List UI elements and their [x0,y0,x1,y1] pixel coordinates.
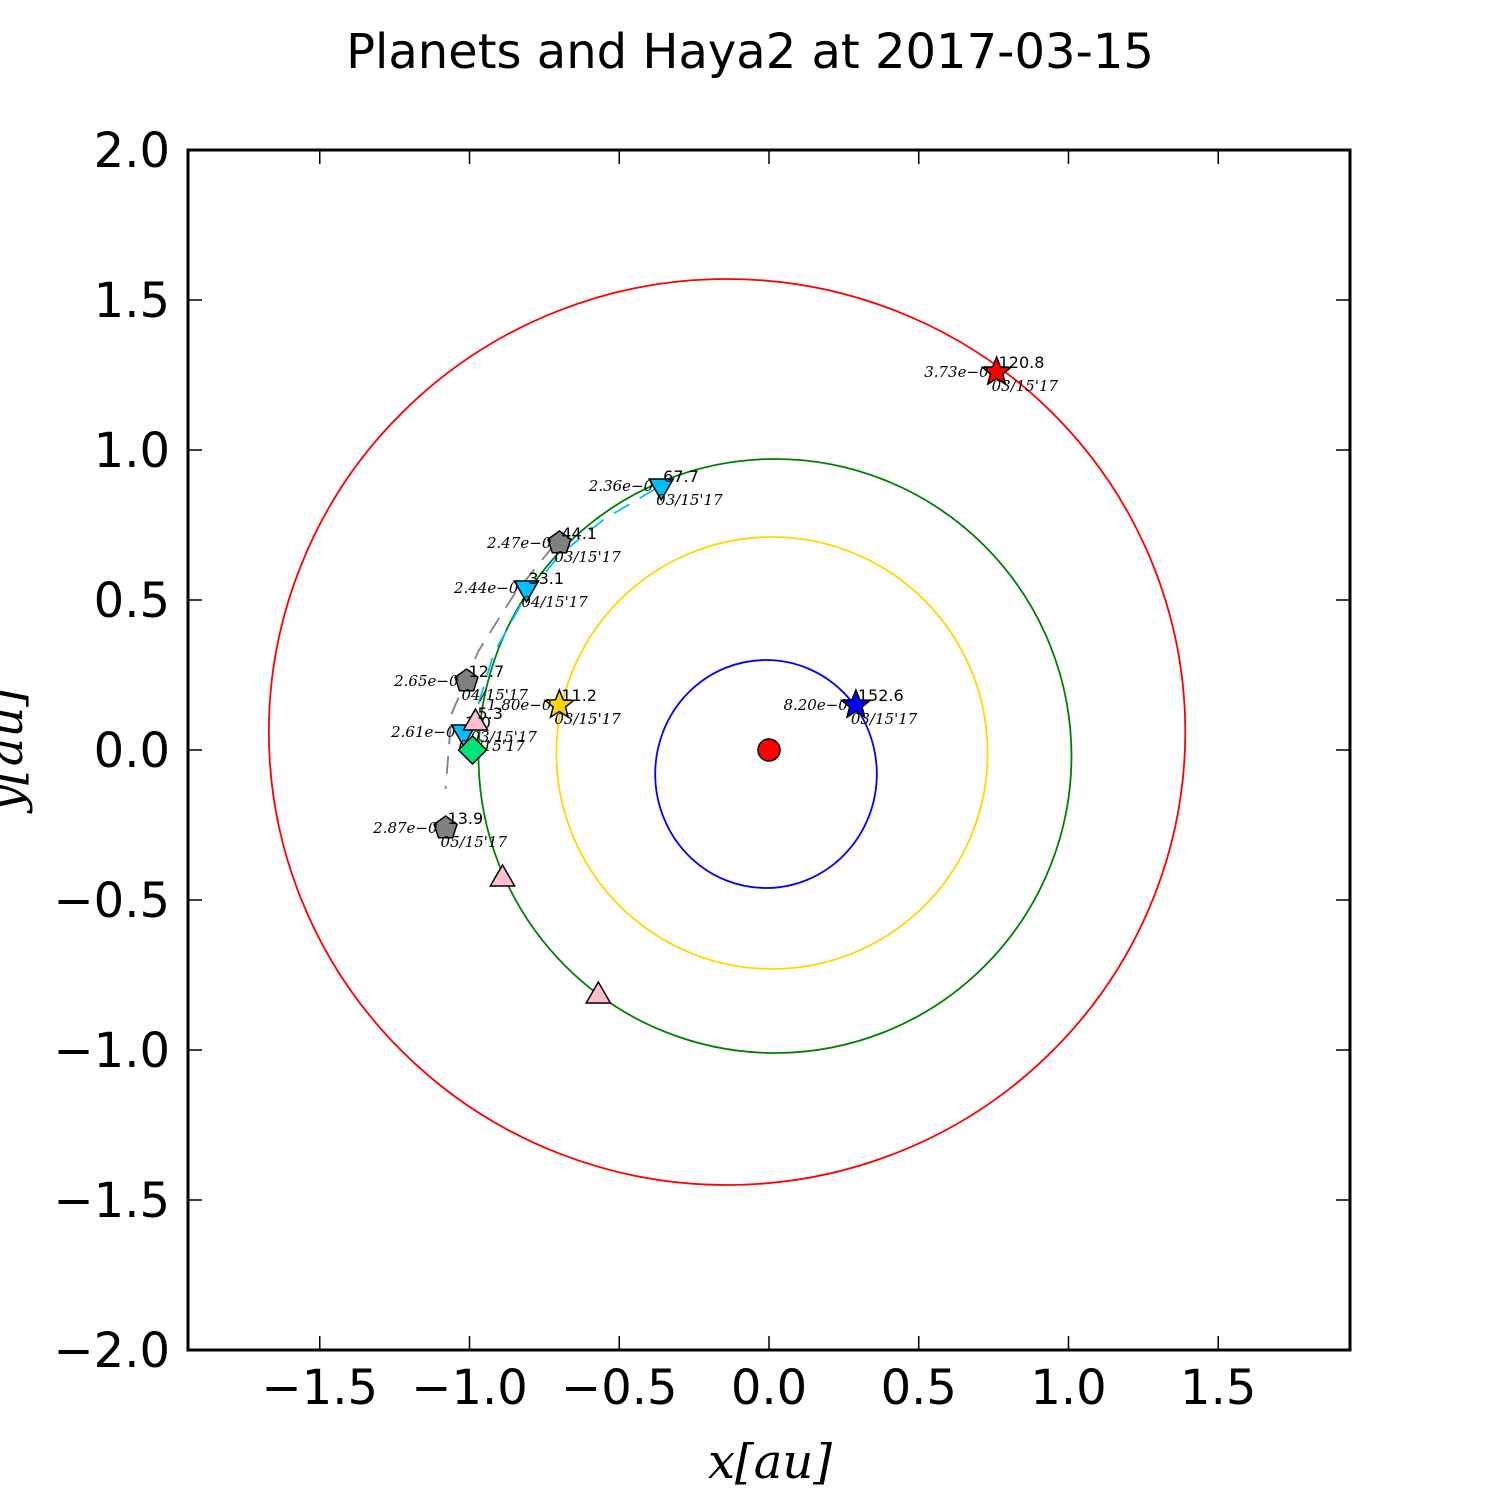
marker-date-label: 03/15'17 [554,548,621,566]
y-tick-label: −1.5 [53,1173,170,1229]
pentagon-marker [454,668,479,692]
marker-distance-label: 2.36e−0 [588,477,654,495]
marker-date-label: 03/15'17 [554,710,621,728]
triangle-down-marker [647,478,675,502]
marker-value-label: 120.8 [999,353,1045,372]
y-tick-label: 0.0 [94,723,170,779]
orbit-ellipse [267,278,1187,1186]
marker-value-label: 11.2 [561,686,597,705]
star-marker [980,354,1013,386]
chart-title: Planets and Haya2 at 2017-03-15 [346,24,1154,80]
x-tick-label: 0.5 [881,1360,957,1416]
y-tick-label: 0.5 [94,573,170,629]
marker-distance-label: 3.73e−0 [924,363,989,381]
y-axis-label: y[au] [0,688,34,814]
star-marker [543,687,576,719]
x-tick-label: 0.0 [731,1360,807,1416]
marker-value-label: 67.7 [663,467,699,486]
y-tick-label: −1.0 [53,1023,170,1079]
x-tick-label: 1.0 [1030,1360,1106,1416]
axis-ticks: −1.5 −1.0 −0.5 0.0 0.5 1.0 1.52.01.51.00.50.0−… [53,123,1350,1416]
plot-area: 120.803/15'173.73e−0152.603/15'178.20e−0… [267,278,1187,1186]
marker-distance-label: 1.80e−0 [487,696,552,714]
triangle-up-marker [488,863,516,887]
pentagon-marker [433,815,458,839]
trajectory-dashed [444,545,555,790]
marker-date-label: 03/15'17 [471,728,538,746]
triangle-up-marker [462,707,489,731]
marker-distance-label: 2.44e−0 [453,579,519,597]
pentagon-marker [547,530,572,554]
orbit-ellipse [555,536,989,970]
marker-value-label: 12.7 [469,662,505,681]
diamond-marker [457,734,488,766]
marker-value-label: 5.3 [478,704,503,723]
marker-date-label: 03/15'17 [992,377,1059,395]
marker-distance-label: 2.65e−0 [393,672,459,690]
marker-value-label: 44.1 [561,524,597,543]
x-tick-label: −1.5 [261,1360,378,1416]
x-tick-label: 1.5 [1180,1360,1256,1416]
marker-value-label: 13.9 [448,809,484,828]
triangle-down-marker [513,580,540,604]
triangle-up-marker [584,980,612,1004]
star-marker [839,687,873,719]
marker-value-label: 33.1 [528,569,564,588]
plot-frame [186,148,1352,1352]
sun-point [757,738,781,762]
marker-value-label: 152.6 [858,686,904,705]
y-tick-label: 2.0 [94,123,170,179]
marker-date-label: 04/15'17 [462,686,529,704]
y-tick-label: 1.0 [94,423,170,479]
y-tick-label: −0.5 [53,873,170,929]
marker-date-label: 03/15'17 [656,491,723,509]
marker-date-label: 05/15'17 [441,833,508,851]
x-tick-label: −1.0 [411,1360,528,1416]
y-tick-label: −2.0 [53,1323,170,1379]
x-tick-label: −0.5 [561,1360,678,1416]
marker-distance-label: 2.61e−0 [390,723,456,741]
marker-distance-label: 8.20e−0 [783,696,848,714]
orbit-ellipse [654,659,878,889]
marker-date-label: 04/15'17 [521,593,588,611]
x-axis-label: x[au] [708,1434,832,1490]
marker-distance-label: 2.87e−0 [372,819,438,837]
y-tick-label: 1.5 [94,273,170,329]
marker-date-label: 03/15'17 [851,710,918,728]
marker-distance-label: 2.47e−0 [486,534,552,552]
